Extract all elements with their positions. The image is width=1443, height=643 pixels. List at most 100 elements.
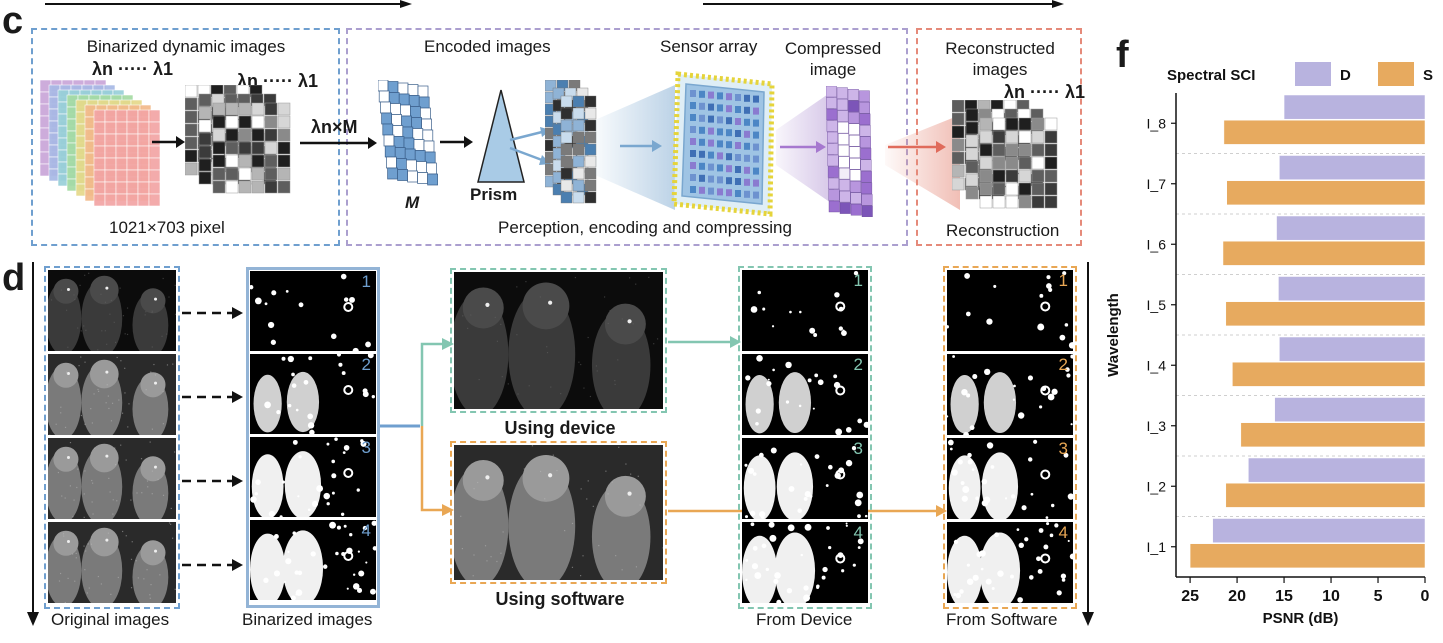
binary-speck	[807, 378, 812, 383]
sensor-pixel	[708, 115, 714, 123]
encoded-voxel	[560, 107, 573, 120]
binary-speck	[751, 563, 759, 570]
sensor-pixel	[699, 162, 705, 170]
binary-blob	[778, 372, 812, 434]
parrot-eye	[105, 538, 109, 542]
sensor-pixel	[726, 105, 732, 113]
sensor-pixel	[744, 118, 750, 126]
compressed-pixel	[826, 108, 838, 121]
cube-voxel	[251, 141, 265, 155]
parrot-head	[140, 540, 166, 566]
y-tick-label: I_5	[1147, 297, 1167, 313]
cube-voxel	[198, 93, 212, 107]
binary-speck	[303, 379, 309, 385]
cube-voxel	[225, 180, 239, 194]
x-tick-label: 5	[1374, 588, 1383, 605]
encoded-voxel	[560, 95, 573, 108]
binary-speck	[276, 410, 281, 415]
binary-speck	[821, 575, 826, 580]
binary-speck	[297, 570, 303, 576]
cube-voxel	[1005, 130, 1019, 144]
sensor-pixel	[753, 131, 759, 139]
compressed-pixel	[838, 167, 850, 180]
mask-cell	[427, 173, 438, 186]
binary-speck	[292, 531, 297, 535]
y-axis-title: Wavelength	[1105, 293, 1122, 377]
binary-speck	[1028, 457, 1033, 462]
parrot-eye	[627, 491, 632, 496]
cube-voxel	[212, 154, 226, 168]
reconstruction-label: Reconstruction	[946, 221, 1060, 240]
compressed-pixel	[827, 143, 839, 155]
device-frame-number: 2	[853, 355, 863, 374]
cube-voxel	[1031, 130, 1045, 144]
sensor-pixel	[708, 175, 714, 183]
binary-speck	[804, 523, 812, 531]
binary-speck	[758, 452, 764, 458]
binary-speck	[283, 580, 286, 584]
cube-voxel	[1031, 156, 1045, 170]
cube-voxel	[1044, 195, 1058, 209]
cube-voxel	[251, 102, 265, 116]
binary-speck	[972, 373, 978, 380]
binary-speck	[264, 302, 268, 306]
compressed-pixel	[861, 194, 873, 206]
cube-voxel	[225, 115, 239, 129]
sensor-pixel	[726, 117, 732, 125]
binary-speck	[816, 585, 820, 589]
mask-cell	[381, 112, 392, 125]
bar-S-I_6	[1222, 240, 1426, 266]
binary-speck	[804, 491, 811, 498]
eye-mark	[343, 468, 354, 478]
binary-speck	[352, 573, 356, 576]
encoded-voxel	[584, 191, 597, 204]
binary-speck	[785, 400, 790, 404]
binarized-frame-number: 2	[361, 355, 371, 374]
binary-speck	[949, 447, 953, 451]
sensor-pixel	[717, 188, 723, 196]
binary-speck	[755, 421, 759, 426]
binary-speck	[1054, 523, 1059, 528]
sensor-pixel	[735, 178, 741, 185]
pixel-size-label: 1021×703 pixel	[109, 218, 225, 237]
binary-speck	[765, 567, 769, 572]
binary-speck	[281, 480, 286, 484]
sensor-pixel	[744, 142, 750, 150]
binary-speck	[853, 270, 859, 276]
bar-S-I_5	[1225, 301, 1426, 327]
encoded-voxel	[552, 87, 565, 100]
compressed-pixel	[850, 180, 862, 193]
y-tick-label: I_1	[1147, 539, 1167, 555]
binary-speck	[817, 379, 824, 386]
binary-speck	[1068, 342, 1073, 349]
binary-blob	[947, 535, 983, 603]
sensor-pixel	[735, 166, 741, 173]
compressed-pixel	[839, 190, 851, 203]
encoded-voxel	[584, 179, 597, 192]
binary-speck	[362, 388, 368, 394]
compressed-pixel	[839, 179, 851, 191]
lambda-label-3: λn ····· λ1	[1004, 82, 1086, 102]
parrot-head	[140, 288, 166, 314]
binary-speck	[767, 378, 770, 381]
encoded-voxel	[584, 95, 597, 108]
binary-speck	[298, 302, 304, 308]
device-big-image	[454, 272, 663, 409]
binarized-dynamic-title: Binarized dynamic images	[86, 37, 286, 56]
binary-speck	[841, 330, 847, 337]
binary-speck	[750, 510, 756, 517]
cube-voxel	[979, 182, 993, 196]
dashed-arrows-orig-to-bin	[182, 307, 243, 571]
compressed-pixel	[848, 123, 860, 135]
eye-mark	[835, 385, 846, 396]
binary-speck	[343, 524, 347, 528]
binary-speck	[745, 558, 749, 562]
sensor-array	[671, 71, 775, 217]
panel-c-letter: c	[2, 0, 24, 42]
bar-D-I_8	[1283, 94, 1426, 120]
binary-speck	[963, 431, 969, 435]
cube-voxel	[979, 117, 993, 131]
binary-blob	[251, 454, 284, 517]
binary-speck	[287, 403, 292, 408]
binary-speck	[857, 418, 863, 424]
